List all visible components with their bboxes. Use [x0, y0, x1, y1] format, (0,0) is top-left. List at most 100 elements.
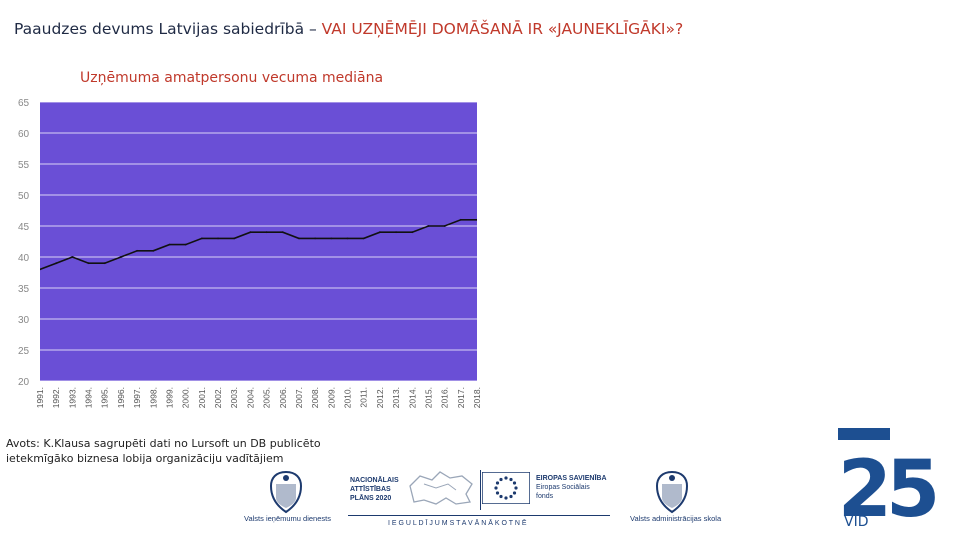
x-tick-label: 1994. — [84, 387, 94, 408]
x-axis: 1991. 1992. 1993. 1994. 1995. 1996. 1997. 1998.… — [35, 387, 482, 408]
nap-text: NACIONĀLAIS ATTĪSTĪBAS PLĀNS 2020 — [350, 476, 399, 503]
page-title: Paaudzes devums Latvijas sabiedrībā – VA… — [14, 20, 683, 38]
x-tick-label: 2012. — [375, 387, 385, 408]
y-tick-label: 20 — [18, 377, 30, 388]
data-point — [265, 231, 268, 234]
x-tick-label: 1997. — [132, 387, 142, 408]
data-point — [136, 249, 139, 252]
source-note: Avots: K.Klausa sagrupēti dati no Lursof… — [6, 436, 346, 466]
x-tick-label: 2002. — [213, 387, 223, 408]
slogan: I E G U L D Ī J U M S T A V Ā N Ā K O T … — [388, 520, 527, 527]
x-tick-label: 2018. — [472, 387, 482, 408]
logo3-caption: Valsts administrācijas skola — [630, 514, 722, 523]
nap-line-2: ATTĪSTĪBAS — [350, 486, 391, 493]
y-tick-label: 55 — [18, 160, 30, 171]
data-point — [314, 237, 317, 240]
x-tick-label: 1996. — [116, 387, 126, 408]
data-point — [330, 237, 333, 240]
nap-line-3: PLĀNS 2020 — [350, 495, 392, 502]
data-point — [378, 231, 381, 234]
vid-logo-bar — [838, 428, 890, 440]
vid-logo-text: VID — [844, 514, 869, 528]
x-tick-label: 2011. — [359, 387, 369, 408]
y-tick-label: 30 — [18, 315, 30, 326]
data-point — [120, 256, 122, 258]
vid-logo-number: 25 — [838, 445, 935, 528]
vid-25-logo: 25 VID — [838, 428, 938, 528]
source-line-2: ietekmīgāko biznesa lobija organizāciju … — [6, 452, 284, 465]
data-point — [87, 262, 90, 265]
y-tick-label: 35 — [18, 284, 30, 295]
generation-bands — [40, 102, 477, 381]
title-part-2: VAI UZŅĒMĒJI DOMĀŠANĀ IR «JAUNEKLĪGĀKI»? — [321, 20, 684, 38]
x-tick-label: 2007. — [294, 387, 304, 408]
data-point — [184, 243, 187, 246]
x-tick-label: 2009. — [326, 387, 336, 408]
data-point — [476, 218, 477, 221]
data-point — [152, 249, 155, 252]
x-tick-label: 2017. — [456, 387, 466, 408]
data-point — [40, 268, 41, 271]
footer-logos: Valsts ieņēmumu dienests NACIONĀLAIS ATT… — [230, 462, 730, 532]
data-point — [103, 262, 106, 265]
data-point — [443, 225, 446, 227]
latvia-map-icon — [409, 471, 473, 505]
chart-title: Uzņēmuma amatpersonu vecuma mediāna — [80, 70, 384, 86]
median-age-chart: 20 25 30 35 40 45 50 55 60 65 1991. 1992. 1993. 1994… — [18, 98, 482, 408]
generation-band-5 — [40, 102, 477, 381]
coat-of-arms-icon — [269, 470, 303, 514]
data-point — [168, 243, 171, 246]
x-tick-label: 2008. — [310, 387, 320, 408]
footer-divider — [480, 470, 481, 510]
data-point — [217, 237, 219, 240]
data-point — [249, 231, 252, 234]
y-axis: 20 25 30 35 40 45 50 55 60 65 — [18, 98, 30, 388]
x-tick-label: 1992. — [51, 387, 61, 408]
x-tick-label: 2004. — [245, 387, 255, 408]
eu-text: EIROPAS SAVIENĪBA Eiropas Sociālais fond… — [536, 474, 607, 501]
x-tick-label: 2015. — [423, 387, 433, 408]
logo1-caption: Valsts ieņēmumu dienests — [244, 514, 331, 523]
eu-line-3: fonds — [536, 493, 554, 500]
y-tick-label: 25 — [18, 346, 30, 357]
data-point — [459, 218, 462, 221]
nap-line-1: NACIONĀLAIS — [350, 477, 399, 484]
eu-flag-icon — [482, 472, 530, 504]
eu-line-2: Eiropas Sociālais — [536, 484, 590, 491]
data-point — [411, 231, 414, 234]
data-point — [281, 231, 284, 234]
gridlines — [40, 102, 477, 381]
slogan-rule — [348, 515, 610, 516]
series-group — [40, 218, 477, 271]
x-tick-label: 1993. — [67, 387, 77, 408]
x-tick-label: 2005. — [262, 387, 272, 408]
title-part-1: Paaudzes devums Latvijas sabiedrībā – — [14, 20, 322, 38]
data-point — [298, 237, 300, 240]
data-point — [71, 256, 74, 258]
x-tick-label: 2016. — [440, 387, 450, 408]
y-tick-label: 65 — [18, 98, 30, 109]
data-point — [200, 237, 203, 240]
x-tick-label: 1991. — [35, 387, 45, 408]
eu-line-1: EIROPAS SAVIENĪBA — [536, 475, 607, 482]
x-tick-label: 2006. — [278, 387, 288, 408]
data-point — [427, 225, 430, 227]
series-line-1 — [40, 219, 477, 271]
coat-of-arms-icon-2 — [655, 470, 689, 514]
data-point — [395, 231, 397, 234]
y-tick-label: 60 — [18, 129, 30, 140]
data-point — [362, 237, 365, 240]
x-tick-label: 2003. — [229, 387, 239, 408]
data-point — [55, 262, 58, 265]
data-point — [346, 237, 349, 240]
y-tick-label: 50 — [18, 191, 30, 202]
source-line-1: Avots: K.Klausa sagrupēti dati no Lursof… — [6, 437, 321, 450]
x-tick-label: 1999. — [164, 387, 174, 408]
x-tick-label: 2000. — [181, 387, 191, 408]
y-tick-label: 45 — [18, 222, 30, 233]
x-tick-label: 1995. — [100, 387, 110, 408]
x-tick-label: 2010. — [343, 387, 353, 408]
y-tick-label: 40 — [18, 253, 30, 264]
x-tick-label: 2013. — [391, 387, 401, 408]
x-tick-label: 2014. — [407, 387, 417, 408]
